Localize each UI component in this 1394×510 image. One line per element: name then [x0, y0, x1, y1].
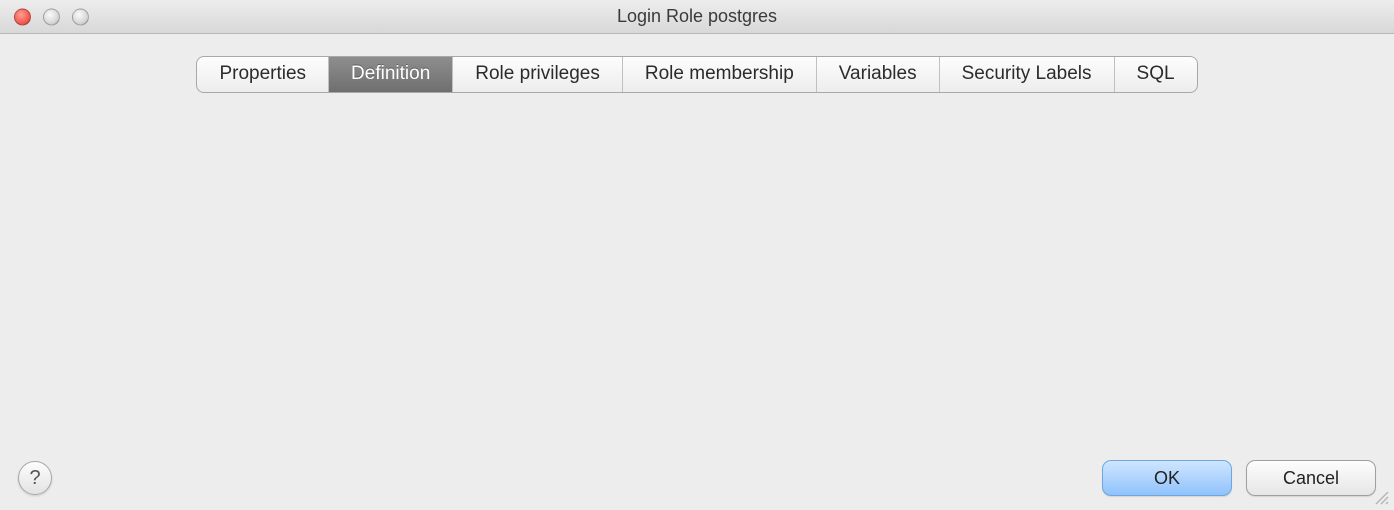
tab-role-membership[interactable]: Role membership	[623, 57, 817, 92]
resize-grip[interactable]	[1372, 488, 1390, 506]
password-again-field[interactable]	[269, 186, 1361, 226]
cancel-button[interactable]: Cancel	[1246, 460, 1376, 496]
account-expires-field[interactable]	[269, 254, 1101, 294]
connection-limit-label: Connection Limit	[33, 331, 269, 353]
chevron-down-icon	[1127, 270, 1141, 279]
password-again-label: Password (again)	[33, 195, 269, 217]
content: Properties Definition Role privileges Ro…	[0, 56, 1394, 408]
tab-properties[interactable]: Properties	[197, 57, 329, 92]
traffic-lights	[14, 8, 89, 25]
tab-role-privileges[interactable]: Role privileges	[453, 57, 623, 92]
account-expires-dropdown-button[interactable]	[1115, 255, 1153, 293]
password-label: Password	[33, 127, 269, 149]
window-minimize-button[interactable]	[43, 8, 60, 25]
account-expires-label: Account expires	[33, 263, 269, 285]
window-zoom-button[interactable]	[72, 8, 89, 25]
tab-variables[interactable]: Variables	[817, 57, 940, 92]
account-expires-time-stepper	[1167, 254, 1361, 294]
tab-definition[interactable]: Definition	[329, 57, 453, 92]
arrow-up-icon	[1345, 261, 1355, 267]
time-stepper-up-button[interactable]	[1339, 255, 1360, 275]
tab-panel-definition: Password Password (again) Account expire…	[12, 74, 1382, 389]
dialog-footer: ? OK Cancel	[0, 450, 1394, 510]
arrow-down-icon	[1345, 281, 1355, 287]
time-stepper-down-button[interactable]	[1339, 275, 1360, 294]
time-stepper-field[interactable]	[1167, 254, 1339, 294]
window-close-button[interactable]	[14, 8, 31, 25]
titlebar: Login Role postgres	[0, 0, 1394, 34]
tab-bar: Properties Definition Role privileges Ro…	[196, 56, 1197, 93]
ok-button[interactable]: OK	[1102, 460, 1232, 496]
password-field[interactable]	[269, 118, 1361, 158]
tab-security-labels[interactable]: Security Labels	[940, 57, 1115, 92]
help-button[interactable]: ?	[18, 461, 52, 495]
tab-sql[interactable]: SQL	[1115, 57, 1197, 92]
window-title: Login Role postgres	[617, 6, 777, 27]
connection-limit-field[interactable]	[269, 322, 1361, 362]
